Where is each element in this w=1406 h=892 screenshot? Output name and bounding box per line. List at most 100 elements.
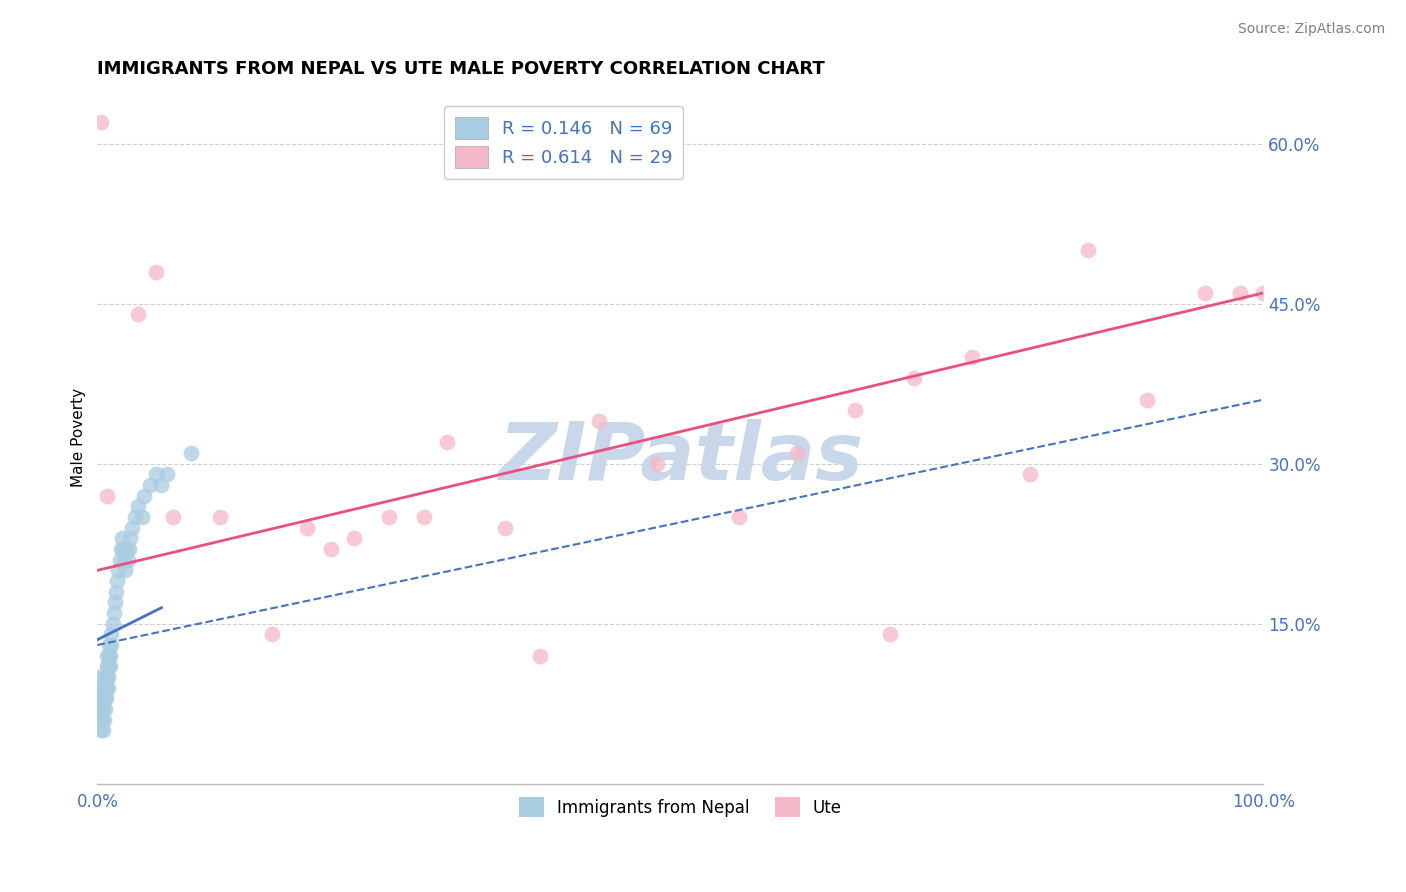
Point	[91, 691, 114, 706]
Point	[297, 521, 319, 535]
Point	[115, 541, 138, 556]
Text: ZIPatlas: ZIPatlas	[498, 419, 863, 497]
Point	[1194, 285, 1216, 300]
Point	[117, 552, 139, 566]
Point	[139, 478, 162, 492]
Point	[87, 713, 110, 727]
Point	[588, 414, 610, 428]
Point	[127, 500, 149, 514]
Point	[960, 350, 983, 364]
Point	[118, 541, 141, 556]
Point	[94, 691, 117, 706]
Point	[150, 478, 173, 492]
Point	[1229, 285, 1251, 300]
Point	[93, 681, 115, 695]
Point	[105, 584, 128, 599]
Point	[97, 659, 120, 673]
Point	[89, 681, 111, 695]
Point	[145, 265, 167, 279]
Point	[343, 532, 366, 546]
Point	[90, 713, 112, 727]
Point	[94, 702, 117, 716]
Point	[97, 648, 120, 663]
Point	[90, 723, 112, 738]
Point	[127, 307, 149, 321]
Point	[101, 616, 124, 631]
Point	[90, 115, 112, 129]
Point	[98, 659, 121, 673]
Point	[1253, 285, 1275, 300]
Point	[108, 552, 131, 566]
Point	[96, 659, 118, 673]
Point	[91, 702, 114, 716]
Point	[94, 691, 117, 706]
Point	[96, 489, 118, 503]
Point	[111, 541, 134, 556]
Point	[103, 606, 125, 620]
Point	[93, 702, 115, 716]
Point	[903, 371, 925, 385]
Point	[319, 541, 342, 556]
Point	[879, 627, 901, 641]
Point	[91, 681, 114, 695]
Point	[96, 681, 118, 695]
Point	[156, 467, 179, 482]
Point	[118, 532, 141, 546]
Point	[90, 691, 112, 706]
Point	[93, 713, 115, 727]
Point	[645, 457, 668, 471]
Point	[112, 552, 135, 566]
Text: IMMIGRANTS FROM NEPAL VS UTE MALE POVERTY CORRELATION CHART: IMMIGRANTS FROM NEPAL VS UTE MALE POVERT…	[97, 60, 825, 78]
Point	[89, 691, 111, 706]
Point	[111, 532, 134, 546]
Point	[91, 713, 114, 727]
Point	[93, 670, 115, 684]
Point	[262, 627, 284, 641]
Point	[96, 670, 118, 684]
Point	[786, 446, 808, 460]
Point	[529, 648, 551, 663]
Point	[208, 510, 231, 524]
Legend: Immigrants from Nepal, Ute: Immigrants from Nepal, Ute	[512, 790, 849, 824]
Point	[87, 691, 110, 706]
Point	[89, 713, 111, 727]
Y-axis label: Male Poverty: Male Poverty	[72, 387, 86, 486]
Point	[90, 691, 112, 706]
Point	[96, 648, 118, 663]
Point	[93, 691, 115, 706]
Point	[132, 489, 155, 503]
Point	[145, 467, 167, 482]
Point	[162, 510, 184, 524]
Point	[90, 702, 112, 716]
Point	[100, 638, 122, 652]
Point	[1019, 467, 1042, 482]
Point	[494, 521, 516, 535]
Point	[97, 670, 120, 684]
Point	[105, 574, 128, 588]
Point	[87, 702, 110, 716]
Point	[97, 681, 120, 695]
Point	[844, 403, 866, 417]
Point	[121, 521, 143, 535]
Point	[94, 670, 117, 684]
Point	[97, 659, 120, 673]
Point	[87, 681, 110, 695]
Point	[104, 595, 127, 609]
Point	[107, 563, 129, 577]
Point	[110, 541, 132, 556]
Point	[94, 681, 117, 695]
Point	[1077, 244, 1099, 258]
Point	[100, 627, 122, 641]
Point	[378, 510, 401, 524]
Point	[98, 638, 121, 652]
Point	[412, 510, 434, 524]
Point	[91, 723, 114, 738]
Point	[1136, 392, 1159, 407]
Point	[124, 510, 146, 524]
Point	[180, 446, 202, 460]
Point	[87, 670, 110, 684]
Text: Source: ZipAtlas.com: Source: ZipAtlas.com	[1237, 22, 1385, 37]
Point	[727, 510, 749, 524]
Point	[436, 435, 458, 450]
Point	[98, 648, 121, 663]
